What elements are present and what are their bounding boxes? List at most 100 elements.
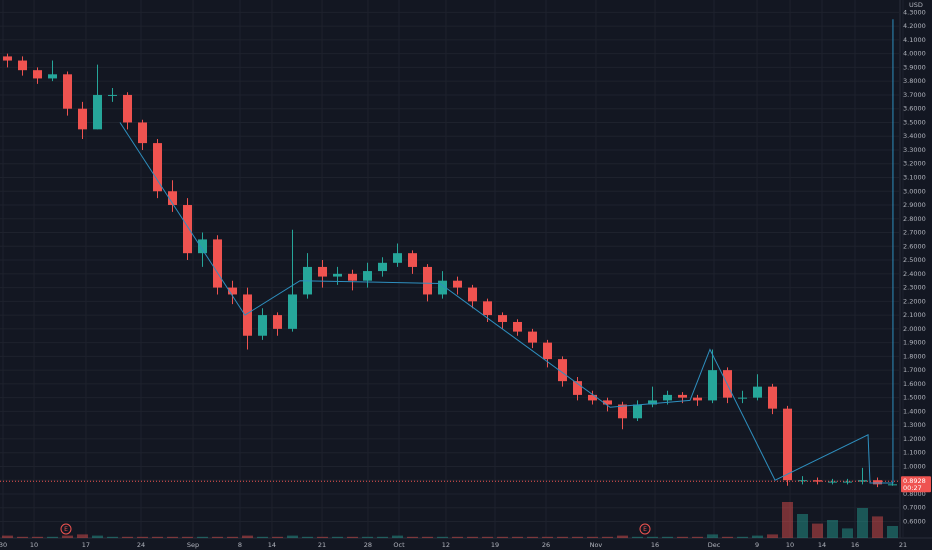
y-tick-label: 1.2000: [903, 435, 926, 443]
y-tick-label: 4.3000: [903, 8, 926, 16]
candle-body: [228, 287, 237, 295]
volume-bar: [827, 520, 838, 538]
y-tick-label: 1.5000: [903, 394, 926, 402]
x-tick-label: 24: [137, 541, 145, 549]
last-price-label: 0.8928: [903, 477, 926, 485]
volume-bar: [482, 536, 493, 538]
candle-body: [603, 400, 612, 405]
volume-bar: [497, 536, 508, 538]
candle-body: [258, 315, 267, 336]
y-tick-label: 3.4000: [903, 132, 926, 140]
volume-bar: [212, 536, 223, 538]
y-tick-label: 3.1000: [903, 173, 926, 181]
candle-body: [48, 74, 57, 79]
candle-body: [438, 280, 447, 295]
candle-body: [708, 370, 717, 401]
candle-body: [768, 386, 777, 409]
volume-bar: [242, 535, 253, 538]
candle-body: [498, 315, 507, 322]
candle-body: [363, 271, 372, 281]
volume-bar: [377, 536, 388, 538]
currency-label: USD: [909, 1, 923, 9]
y-tick-label: 0.8000: [903, 490, 926, 498]
volume-bar: [767, 534, 778, 538]
volume-bar: [872, 516, 883, 538]
event-label: E: [643, 526, 647, 533]
candle-body: [813, 480, 822, 482]
candle-body: [648, 400, 657, 405]
candle-body: [318, 266, 327, 277]
y-tick-label: 3.2000: [903, 160, 926, 168]
volume-bar: [32, 536, 43, 538]
volume-bar: [857, 508, 868, 538]
volume-bar: [452, 536, 463, 538]
volume-bar: [17, 536, 28, 538]
volume-bar: [422, 536, 433, 538]
y-tick-label: 2.7000: [903, 229, 926, 237]
y-tick-label: 1.4000: [903, 407, 926, 415]
volume-bar: [182, 536, 193, 538]
candle-body: [858, 480, 867, 482]
volume-bar: [77, 534, 88, 538]
volume-bar: [257, 536, 268, 538]
volume-bar: [107, 536, 118, 538]
candle-body: [693, 397, 702, 401]
x-tick-label: 17: [82, 541, 90, 549]
candle-body: [513, 321, 522, 332]
volume-bar: [737, 536, 748, 538]
x-tick-label: Sep: [187, 541, 199, 549]
volume-bar: [272, 536, 283, 538]
candle-body: [78, 108, 87, 130]
x-tick-label: 26: [542, 541, 550, 549]
x-tick-label: 14: [268, 541, 276, 549]
y-tick-label: 4.2000: [903, 22, 926, 30]
y-tick-label: 2.1000: [903, 311, 926, 319]
volume-bar: [167, 536, 178, 538]
volume-bar: [662, 536, 673, 538]
candle-body: [153, 143, 162, 192]
x-tick-label: 14: [818, 541, 826, 549]
y-tick-label: 2.8000: [903, 215, 926, 223]
volume-bar: [542, 536, 553, 538]
y-tick-label: 2.9000: [903, 201, 926, 209]
x-tick-label: 10: [30, 541, 38, 549]
candle-body: [198, 239, 207, 254]
x-tick-label: 30: [0, 541, 7, 549]
y-tick-label: 3.5000: [903, 118, 926, 126]
candle-body: [213, 239, 222, 288]
candle-body: [573, 381, 582, 395]
candle-body: [333, 273, 342, 277]
candle-body: [33, 70, 42, 79]
x-tick-label: 9: [755, 541, 759, 549]
candle-body: [93, 94, 102, 130]
y-tick-label: 2.4000: [903, 270, 926, 278]
y-tick-label: 1.9000: [903, 339, 926, 347]
volume-bar: [572, 536, 583, 538]
event-marker: [639, 523, 651, 535]
candle-body: [528, 331, 537, 343]
x-tick-label: 21: [318, 541, 326, 549]
y-tick-label: 2.0000: [903, 325, 926, 333]
candle-body: [588, 394, 597, 401]
volume-bar: [92, 535, 103, 538]
volume-bar: [602, 536, 613, 538]
volume-bar: [797, 514, 808, 538]
candle-body: [798, 480, 807, 482]
volume-bar: [47, 536, 58, 538]
volume-bar: [752, 535, 763, 538]
y-tick-label: 0.7000: [903, 504, 926, 512]
y-tick-label: 1.0000: [903, 462, 926, 470]
last-price-box: [901, 476, 931, 493]
y-tick-label: 3.3000: [903, 146, 926, 154]
y-tick-label: 2.5000: [903, 256, 926, 264]
volume-bar: [317, 536, 328, 538]
volume-bar: [617, 535, 628, 538]
volume-bar: [677, 536, 688, 538]
candle-body: [618, 404, 627, 419]
volume-bar: [782, 502, 793, 538]
candle-body: [543, 342, 552, 360]
y-tick-label: 4.1000: [903, 36, 926, 44]
candle-body: [828, 481, 837, 483]
y-tick-label: 2.3000: [903, 284, 926, 292]
candle-body: [243, 294, 252, 336]
